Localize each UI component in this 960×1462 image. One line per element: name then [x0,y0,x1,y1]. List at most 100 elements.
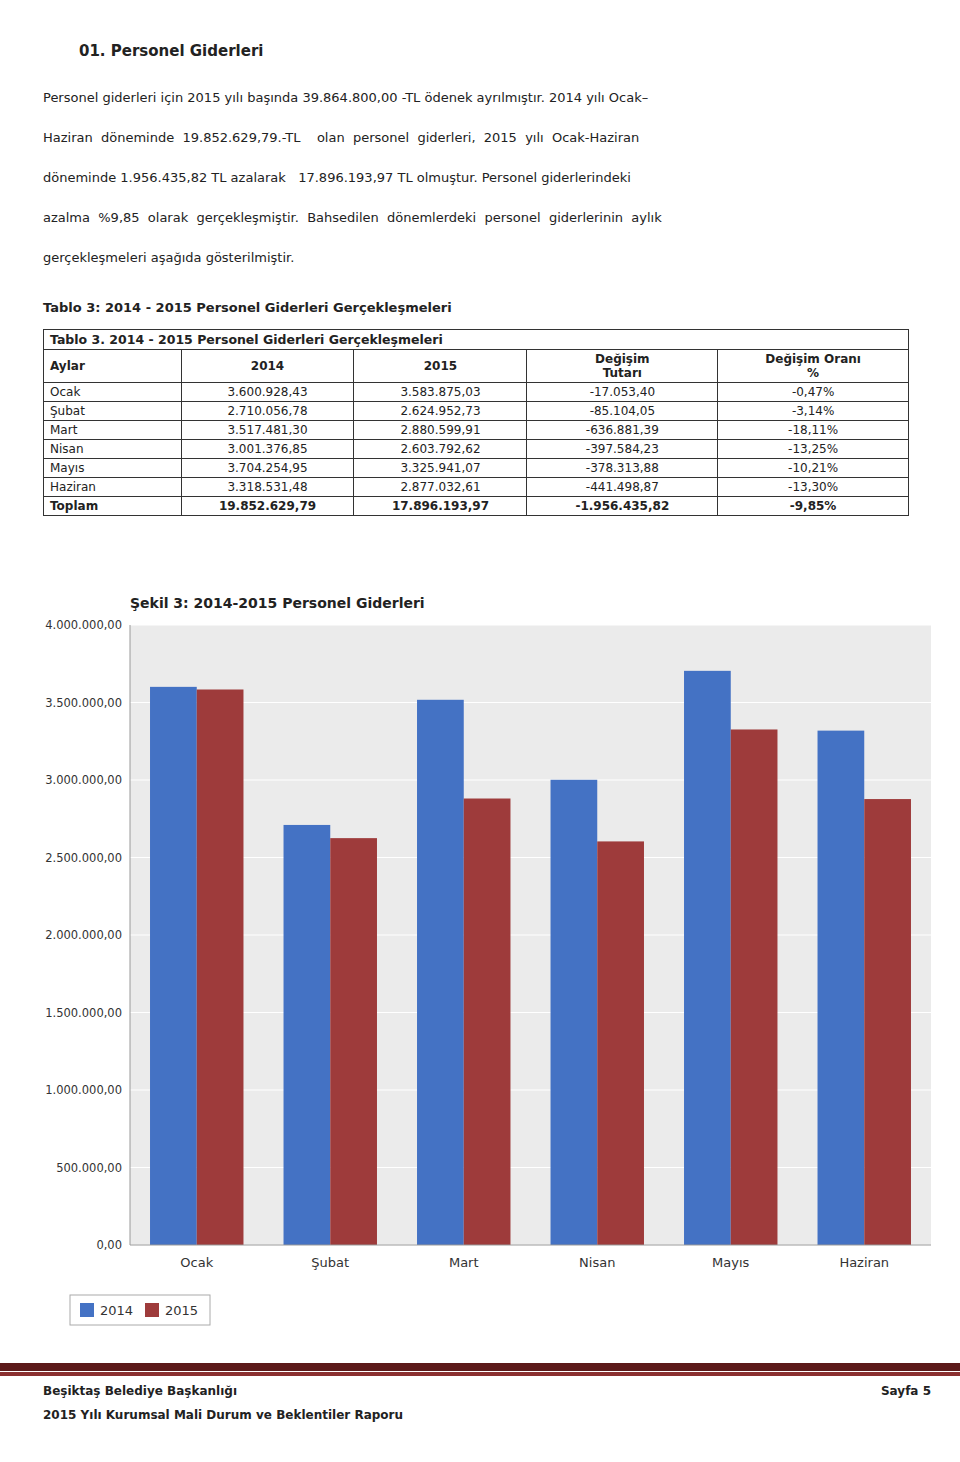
table-cell: 19.852.629,79 [181,497,354,516]
paragraph-line: azalma %9,85 olarak gerçekleşmiştir. Bah… [43,210,662,225]
table-cell: -9,85% [718,497,909,516]
table-cell: Haziran [44,478,182,497]
table-cell: -378.313,88 [527,459,718,478]
legend-swatch [145,1303,159,1317]
table-cell: Mart [44,421,182,440]
table-cell: -3,14% [718,402,909,421]
x-axis [130,1245,931,1246]
table-cell: -397.584,23 [527,440,718,459]
footer-bar [0,1363,960,1371]
footer-bar [0,1372,960,1376]
y-tick-label: 2.500.000,00 [45,851,122,865]
grid-line [130,1012,931,1013]
table-cell: -1.956.435,82 [527,497,718,516]
bar [464,799,511,1245]
table-header: 2015 [354,350,527,383]
table-cell: 2.880.599,91 [354,421,527,440]
table-row: Toplam19.852.629,7917.896.193,97-1.956.4… [44,497,909,516]
paragraph-line: gerçekleşmeleri aşağıda gösterilmiştir. [43,250,294,265]
legend-label: 2015 [165,1303,198,1318]
grid-line [130,702,931,703]
footer-sub: 2015 Yılı Kurumsal Mali Durum ve Beklent… [43,1408,403,1422]
table-cell: -85.104,05 [527,402,718,421]
y-tick-label: 1.000.000,00 [45,1083,122,1097]
table-cell: Şubat [44,402,182,421]
table-header: Değişim Tutarı [527,350,718,383]
bar [731,729,778,1245]
grid-line [130,1167,931,1168]
table-cell: 3.600.928,43 [181,383,354,402]
y-tick-label: 3.000.000,00 [45,773,122,787]
y-tick-label: 0,00 [96,1238,122,1252]
bar [818,731,865,1245]
grid-line [130,1245,931,1246]
bar [864,799,911,1245]
table-cell: Ocak [44,383,182,402]
table-cell: -10,21% [718,459,909,478]
table-cell: 3.517.481,30 [181,421,354,440]
x-tick-label: Nisan [579,1255,615,1270]
table-cell: -17.053,40 [527,383,718,402]
table-cell: 3.318.531,48 [181,478,354,497]
table-row: Şubat2.710.056,782.624.952,73-85.104,05-… [44,402,909,421]
table-cell: 3.583.875,03 [354,383,527,402]
table-header: Değişim Oranı % [718,350,909,383]
bar [684,671,731,1245]
table-row: Nisan3.001.376,852.603.792,62-397.584,23… [44,440,909,459]
legend-swatch [80,1303,94,1317]
footer-left: Beşiktaş Belediye Başkanlığı [43,1384,237,1398]
table-header-row: Aylar20142015Değişim TutarıDeğişim Oranı… [44,350,909,383]
grid-line [130,780,931,781]
table-row: Mart3.517.481,302.880.599,91-636.881,39-… [44,421,909,440]
table-header: 2014 [181,350,354,383]
table-cell: 3.704.254,95 [181,459,354,478]
chart-title: Şekil 3: 2014-2015 Personel Giderleri [130,595,425,611]
paragraph-line: Haziran döneminde 19.852.629,79.-TL olan… [43,130,639,145]
legend-frame [70,1295,210,1325]
table-cell: 2.877.032,61 [354,478,527,497]
table-cell: Nisan [44,440,182,459]
chart: Şekil 3: 2014-2015 Personel Giderleri 0,0… [0,580,960,1350]
table-cell: 2.624.952,73 [354,402,527,421]
grid-line [130,1090,931,1091]
table-cell: 3.001.376,85 [181,440,354,459]
y-tick-label: 2.000.000,00 [45,928,122,942]
table-inner-caption: Tablo 3. 2014 - 2015 Personel Giderleri … [44,330,909,350]
x-tick-label: Mayıs [712,1255,749,1270]
table-row: Mayıs3.704.254,953.325.941,07-378.313,88… [44,459,909,478]
bar [597,841,644,1245]
x-tick-label: Haziran [839,1255,889,1270]
table-cell: 3.325.941,07 [354,459,527,478]
bar [330,838,377,1245]
paragraph-line: Personel giderleri için 2015 yılı başınd… [43,90,648,105]
grid-line [130,935,931,936]
bar [551,780,598,1245]
paragraph-line: döneminde 1.956.435,82 TL azalarak 17.89… [43,170,631,185]
table-cell: 17.896.193,97 [354,497,527,516]
footer-right: Sayfa 5 [881,1384,931,1398]
bar [284,825,331,1245]
data-table: Tablo 3. 2014 - 2015 Personel Giderleri … [43,329,909,516]
table-row: Ocak3.600.928,433.583.875,03-17.053,40-0… [44,383,909,402]
y-tick-label: 500.000,00 [56,1161,122,1175]
table-cell: 2.710.056,78 [181,402,354,421]
bar [417,700,464,1245]
y-tick-label: 4.000.000,00 [45,618,122,632]
y-tick-label: 1.500.000,00 [45,1006,122,1020]
y-tick-label: 3.500.000,00 [45,696,122,710]
table-cell: -441.498,87 [527,478,718,497]
table-header: Aylar [44,350,182,383]
bars [150,671,911,1245]
x-tick-label: Mart [449,1255,479,1270]
page-title: 01. Personel Giderleri [79,42,263,60]
table-cell: -13,30% [718,478,909,497]
legend-label: 2014 [100,1303,133,1318]
table-cell: -18,11% [718,421,909,440]
table-row: Haziran3.318.531,482.877.032,61-441.498,… [44,478,909,497]
grid-line [130,857,931,858]
x-tick-label: Şubat [311,1255,349,1270]
table-cell: -13,25% [718,440,909,459]
table-caption-row: Tablo 3. 2014 - 2015 Personel Giderleri … [44,330,909,350]
table-cell: Mayıs [44,459,182,478]
plot-background [130,625,931,1245]
